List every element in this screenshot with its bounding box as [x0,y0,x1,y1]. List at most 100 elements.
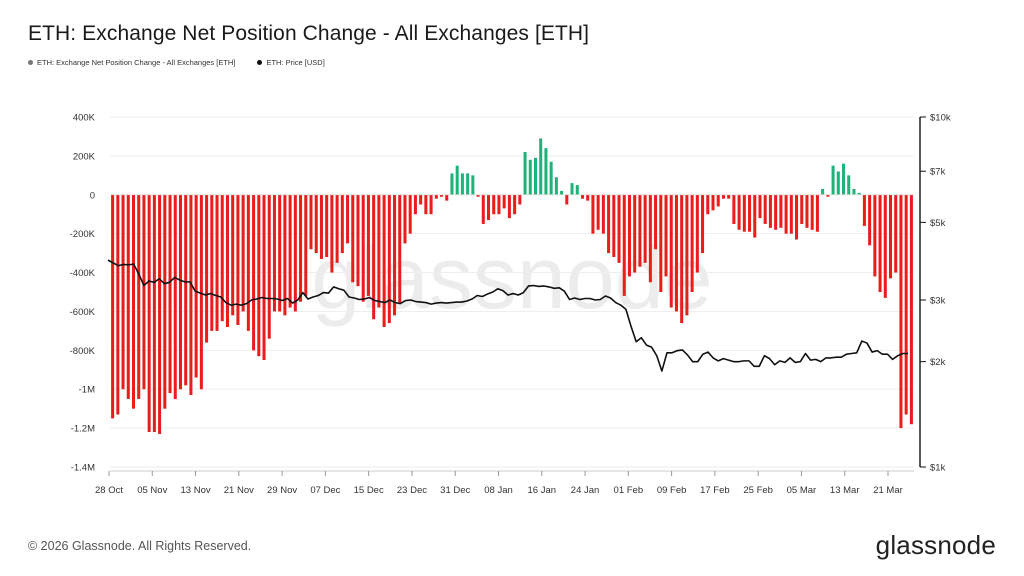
legend-label-price: ETH: Price [USD] [266,58,325,67]
axes: 400K 200K 0 -200K -400K -600K -800K -1M -1.2M -1.… [70,113,951,497]
bar [241,194,245,312]
x-tick-label: 05 Nov [137,485,167,496]
legend: ETH: Exchange Net Position Change - All … [28,58,325,67]
bar [565,194,569,205]
bar [742,194,746,232]
bar [868,194,872,246]
bar [533,157,538,195]
bar [283,194,287,316]
y-right-tick-label: $3k [930,296,946,307]
bar [852,188,856,195]
bar [633,194,637,273]
x-tick-label: 07 Dec [310,485,340,496]
bar [638,194,642,267]
bar [601,194,605,234]
bar [262,194,266,361]
bar [727,194,731,199]
bar [888,194,893,279]
bar [178,194,182,390]
glassnode-logo: glassnode [875,530,996,560]
x-tick-label: 05 Mar [787,485,817,496]
bar [789,194,793,234]
bar [648,194,652,283]
bar [685,194,689,316]
bar [476,194,480,197]
bar [288,194,292,308]
bar [669,194,673,308]
bar [486,194,491,221]
bar [366,194,370,296]
bar [205,194,209,343]
x-tick-label: 21 Nov [224,485,254,496]
bar [836,171,840,195]
x-tick-label: 08 Jan [484,485,513,496]
bar [779,194,783,228]
y-left-tick-label: -200K [70,229,96,240]
bar [152,194,156,432]
x-tick-label: 13 Mar [830,485,860,496]
y-left-tick-label: -800K [70,346,96,357]
x-tick-label: 23 Dec [397,485,427,496]
x-tick-label: 29 Nov [267,485,297,496]
bar [586,194,590,201]
bar [445,194,449,201]
bar [158,194,162,434]
bar [319,194,323,259]
bar [272,194,276,312]
bar [137,194,141,399]
legend-item-net-position[interactable]: ETH: Exchange Net Position Change - All … [28,58,235,67]
bar [424,194,428,215]
bar [225,194,229,327]
bar [617,194,621,263]
bar [622,194,626,296]
bar [492,194,496,215]
bar [293,194,297,312]
bar [873,194,877,277]
bar [748,194,752,232]
bar [528,159,532,195]
copyright-footer: © 2026 Glassnode. All Rights Reserved. [28,539,252,553]
bar [403,194,407,244]
bar [805,194,809,228]
bar [372,194,376,320]
bar [680,194,684,324]
y-right-tick-label: $1k [930,463,946,474]
bar [309,194,313,250]
chart-title: ETH: Exchange Net Position Change - All … [28,22,590,45]
bar [544,148,548,195]
bar [549,161,553,195]
bar [800,194,804,224]
bar [758,194,762,219]
y-left-tick-label: -400K [70,268,96,279]
legend-dot-price [257,60,263,65]
bar [481,194,485,224]
bar [466,173,470,195]
bar [215,194,219,331]
bar [847,175,851,195]
bar [768,194,772,228]
bar [821,188,825,195]
bar [560,190,564,195]
bar [126,194,130,399]
bar [382,194,386,327]
bar [909,194,913,425]
bar [690,194,694,292]
bar [163,194,167,409]
bar [387,194,391,324]
bar [147,194,151,432]
bar [184,194,188,386]
bar [231,194,235,316]
bar [434,194,438,199]
bar [393,194,397,316]
bar [455,165,459,195]
bar [257,194,261,357]
y-right-tick-label: $7k [930,167,946,178]
legend-item-price[interactable]: ETH: Price [USD] [257,58,325,67]
bar [210,194,214,331]
bar [189,194,193,396]
y-left-tick-label: 0 [90,190,95,201]
bar [116,194,120,415]
bar [643,194,647,263]
bar [513,194,517,215]
